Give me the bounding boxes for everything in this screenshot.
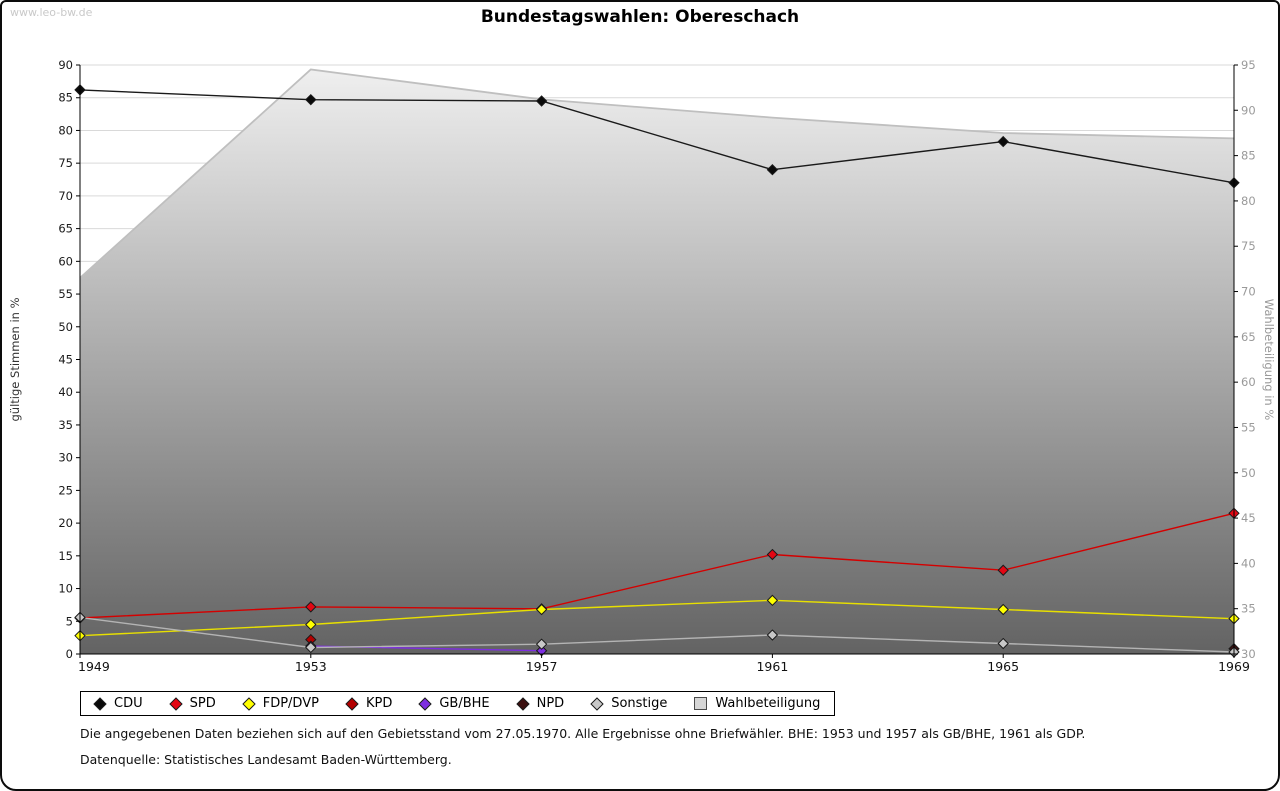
footnote-datenquelle: Datenquelle: Statistisches Landesamt Bad…: [80, 752, 452, 767]
marker-SPD: [766, 548, 779, 561]
right-tick-label: 70: [1241, 285, 1256, 299]
marker-FDP/DVP: [305, 618, 317, 631]
left-tick-label: 20: [58, 516, 73, 530]
marker-CDU: [766, 164, 779, 176]
left-tick-label: 70: [58, 189, 73, 203]
legend-label: SPD: [189, 696, 216, 711]
marker-Sonstige: [305, 641, 317, 654]
right-tick-label: 45: [1241, 511, 1256, 525]
series-line-Sonstige: [79, 616, 1235, 653]
x-tick-label: 1965: [987, 659, 1019, 674]
x-tick-label: 1957: [526, 659, 558, 674]
left-tick-label: 75: [58, 156, 73, 170]
legend-item-fdp-dvp: FDP/DVP: [242, 696, 319, 711]
left-tick-label: 35: [58, 418, 73, 432]
right-tick-label: 55: [1241, 420, 1256, 434]
legend-item-gb-bhe: GB/BHE: [418, 696, 490, 711]
watermark: www.leo-bw.de: [10, 6, 93, 19]
legend-label: FDP/DVP: [262, 696, 319, 711]
left-tick-label: 60: [58, 254, 73, 268]
right-tick-label: 65: [1241, 330, 1256, 344]
right-tick-label: 50: [1241, 466, 1256, 480]
right-tick-label: 60: [1241, 375, 1256, 389]
series-line-FDP/DVP: [79, 599, 1235, 637]
legend-item-kpd: KPD: [345, 696, 392, 711]
left-axis-title: gültige Stimmen in %: [8, 297, 22, 421]
left-tick-label: 50: [58, 320, 73, 334]
legend-item-sonstige: Sonstige: [590, 696, 667, 711]
legend-diamond-icon: [168, 696, 183, 711]
wahlbeteiligung-area: [80, 69, 1234, 654]
left-tick-label: 5: [66, 614, 73, 628]
left-tick-label: 10: [58, 582, 73, 596]
legend-label: CDU: [114, 696, 143, 711]
marker-SPD: [997, 564, 1009, 576]
election-line-chart: 0 5 10 15 20 25 30 35 40 45 50 55 60 65 70 75 80 85 90 30 35…: [8, 58, 1276, 674]
legend-diamond-icon: [515, 696, 530, 711]
legend-label: Sonstige: [611, 696, 668, 711]
right-tick-label: 85: [1241, 149, 1256, 163]
legend-diamond-icon: [93, 696, 107, 711]
left-tick-label: 85: [58, 91, 73, 105]
marker-CDU: [535, 95, 548, 107]
right-tick-label: 30: [1241, 647, 1256, 661]
left-tick-label: 30: [58, 451, 73, 465]
marker-CDU: [997, 135, 1009, 148]
series-line-SPD: [79, 512, 1235, 619]
marker-Sonstige: [766, 629, 779, 641]
legend-label: GB/BHE: [439, 696, 490, 711]
legend-item-cdu: CDU: [93, 696, 143, 711]
legend-square-icon: [694, 697, 708, 710]
x-tick-label: 1969: [1218, 659, 1250, 674]
left-tick-label: 40: [58, 385, 73, 399]
legend-label: KPD: [365, 696, 393, 711]
legend-diamond-icon: [242, 696, 256, 711]
series-line-CDU: [79, 89, 1235, 184]
left-tick-label: 25: [58, 483, 73, 497]
legend-diamond-icon: [345, 696, 359, 711]
left-tick-label: 80: [58, 123, 73, 137]
marker-SPD: [305, 601, 317, 613]
legend-label: NPD: [536, 696, 565, 711]
right-tick-label: 95: [1241, 58, 1256, 72]
left-tick-label: 65: [58, 222, 73, 236]
right-tick-label: 90: [1241, 103, 1256, 117]
chart-legend: CDU SPD FDP/DVP KPD GB/BHE NPD Sonstige Wahlbet…: [80, 691, 836, 716]
right-axis-title: Wahlbeteiligung in %: [1262, 299, 1276, 421]
right-tick-label: 80: [1241, 194, 1256, 208]
right-tick-label: 75: [1241, 239, 1256, 253]
x-tick-label: 1949: [78, 659, 110, 674]
legend-diamond-icon: [590, 696, 604, 711]
right-tick-label: 35: [1241, 602, 1256, 616]
legend-item-spd: SPD: [168, 696, 216, 711]
legend-diamond-icon: [418, 696, 433, 711]
marker-Sonstige: [997, 637, 1009, 650]
left-tick-label: 90: [58, 58, 73, 72]
right-tick-label: 40: [1241, 556, 1256, 570]
marker-Sonstige: [535, 638, 548, 650]
legend-item-npd: NPD: [515, 696, 565, 711]
legend-label: Wahlbeteiligung: [715, 696, 821, 711]
x-tick-label: 1953: [295, 659, 327, 674]
left-tick-label: 45: [58, 353, 73, 367]
wahlbeteiligung-line: [79, 68, 1235, 279]
marker-CDU: [305, 93, 317, 106]
x-tick-label: 1961: [756, 659, 788, 674]
marker-FDP/DVP: [766, 594, 779, 607]
footnote-gebietsstand: Die angegebenen Daten beziehen sich auf …: [80, 726, 1086, 741]
left-tick-label: 55: [58, 287, 73, 301]
page-title: Bundestagswahlen: Obereschach: [480, 7, 800, 27]
legend-item-wahlbeteiligung: Wahlbeteiligung: [693, 696, 820, 711]
left-tick-label: 0: [66, 647, 73, 661]
marker-FDP/DVP: [997, 603, 1009, 616]
left-tick-label: 15: [58, 549, 73, 563]
marker-FDP/DVP: [535, 603, 548, 616]
